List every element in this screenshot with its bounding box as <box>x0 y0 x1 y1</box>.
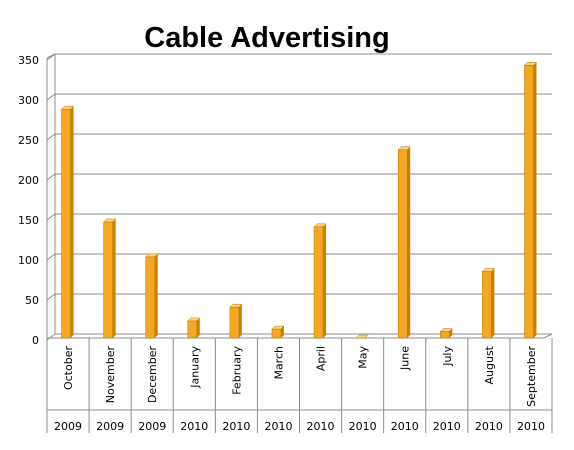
bar-side <box>112 218 116 338</box>
x-tick-label: April <box>315 346 328 371</box>
bar-front <box>524 65 534 339</box>
y-tick-label: 100 <box>18 254 39 267</box>
bar-side <box>238 304 242 338</box>
bar-side <box>323 223 327 338</box>
bar-side <box>491 268 495 338</box>
gridline-depth <box>46 333 56 341</box>
bar-top <box>229 303 243 308</box>
gridline-depth <box>46 173 56 181</box>
x-tick-label: January <box>188 346 201 389</box>
gridline-depth <box>46 253 56 261</box>
bar-top <box>355 334 369 339</box>
bar <box>355 334 369 339</box>
year-label: 2010 <box>433 420 461 433</box>
x-tick-label: March <box>272 346 285 380</box>
bar <box>397 146 411 339</box>
bar-side <box>533 62 537 339</box>
bar <box>313 223 327 339</box>
bar <box>271 325 285 339</box>
year-label: 2010 <box>264 420 292 433</box>
year-label: 2010 <box>222 420 250 433</box>
bar-top <box>481 268 495 272</box>
bar-top <box>187 317 201 322</box>
y-tick-label: 150 <box>18 214 39 227</box>
y-tick-label: 200 <box>18 174 39 187</box>
x-tick-label: November <box>104 346 117 404</box>
x-tick-label: October <box>62 346 75 390</box>
year-label: 2010 <box>307 420 335 433</box>
x-tick-label: February <box>230 346 243 395</box>
bar-front <box>187 320 198 339</box>
chart-title: Cable Advertising <box>144 22 389 54</box>
year-label: 2010 <box>180 420 208 433</box>
bar-top <box>103 218 117 223</box>
bar <box>187 317 201 339</box>
bar-front <box>271 328 282 339</box>
bar-front <box>145 256 155 339</box>
bar-side <box>196 317 200 338</box>
x-tick-label: June <box>399 346 412 371</box>
year-label: 2010 <box>349 420 377 433</box>
x-axis-depth <box>543 333 553 339</box>
grid-lines <box>46 53 552 341</box>
year-label: 2010 <box>475 420 503 433</box>
gridline-depth <box>46 93 56 101</box>
y-axis-top-depth <box>46 53 56 59</box>
bar <box>145 253 159 339</box>
bar <box>523 62 538 339</box>
bar <box>60 105 75 339</box>
gridline-depth <box>46 133 56 141</box>
bar <box>103 218 117 339</box>
bar-front <box>313 226 324 339</box>
x-tick-label: May <box>357 346 370 369</box>
x-tick-label: September <box>525 346 538 407</box>
gridline-depth <box>46 213 56 221</box>
year-label: 2010 <box>391 420 419 433</box>
bar-side <box>280 326 284 338</box>
year-label: 2009 <box>54 420 82 433</box>
y-tick-label: 50 <box>25 294 39 307</box>
x-tick-label: August <box>483 345 496 384</box>
bar <box>439 328 453 339</box>
bar-front <box>397 149 408 339</box>
bar <box>481 268 495 339</box>
bar <box>229 303 243 339</box>
bar-top <box>145 253 159 258</box>
bar-top <box>60 105 75 110</box>
bar-side <box>154 253 158 338</box>
y-tick-label: 300 <box>18 94 39 107</box>
bar-front <box>61 108 71 339</box>
bars <box>60 62 538 339</box>
bar-side <box>70 106 74 338</box>
bar-front <box>482 271 492 339</box>
y-tick-label: 250 <box>18 134 39 147</box>
category-labels: October 2009 November 2009 December 2009 Janua… <box>54 345 545 433</box>
gridline-depth <box>46 293 56 301</box>
bar-front <box>229 306 240 339</box>
bar-front <box>103 221 113 339</box>
axes: 0 50 100 150 200 250 300 350 <box>18 53 553 433</box>
y-tick-label: 0 <box>32 334 39 347</box>
bar-top <box>397 146 411 150</box>
y-tick-label: 350 <box>18 54 39 67</box>
year-label: 2010 <box>517 420 545 433</box>
bar-side <box>407 146 411 338</box>
x-tick-label: December <box>146 346 159 404</box>
bar-top <box>271 325 285 330</box>
x-tick-label: July <box>441 346 454 367</box>
bar-front <box>440 331 450 339</box>
bar-top <box>313 223 327 228</box>
bar-top <box>523 62 538 66</box>
year-label: 2009 <box>138 420 166 433</box>
year-label: 2009 <box>96 420 124 433</box>
bar-top <box>439 328 453 332</box>
